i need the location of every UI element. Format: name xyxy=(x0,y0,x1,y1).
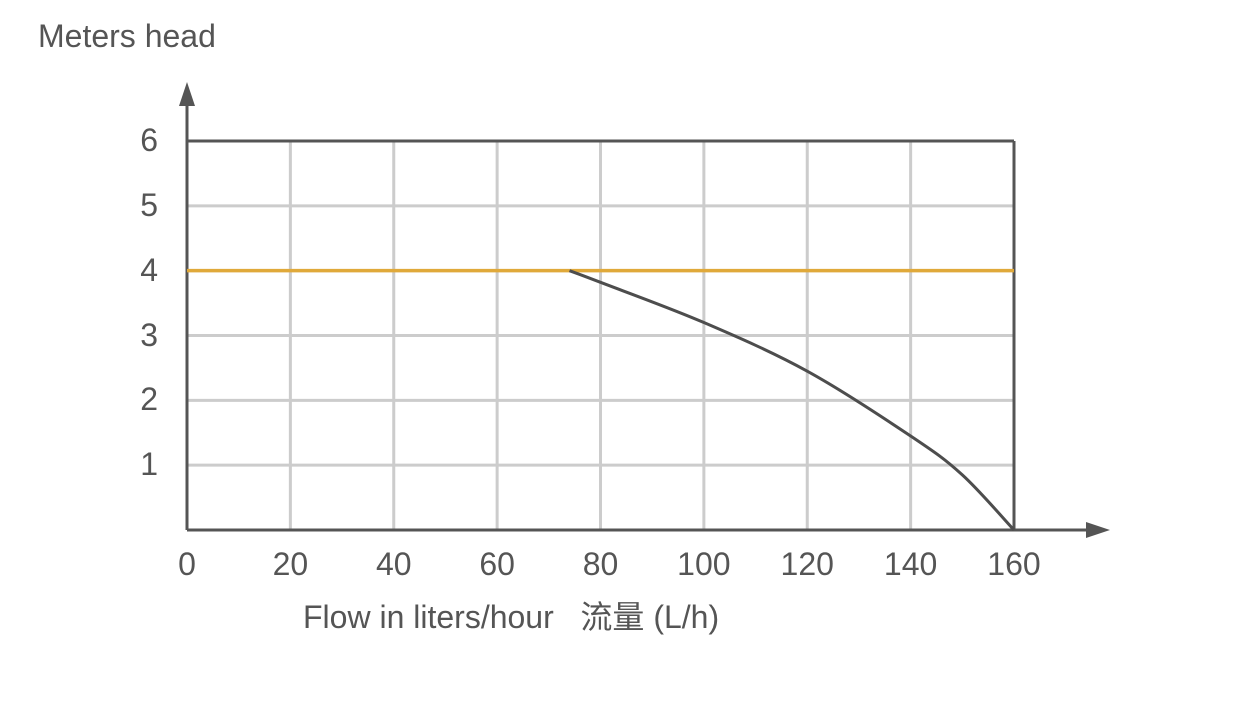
x-tick-label: 40 xyxy=(375,546,412,582)
y-axis-arrow-icon xyxy=(179,82,195,106)
x-tick-label: 120 xyxy=(780,546,834,582)
x-tick-label: 160 xyxy=(987,546,1041,582)
y-tick-label: 2 xyxy=(140,381,158,418)
x-tick-label: 100 xyxy=(677,546,731,582)
y-axis-title: Meters head xyxy=(38,18,216,54)
x-tick-label: 140 xyxy=(883,546,938,582)
x-tick-label: 80 xyxy=(582,546,619,582)
x-axis-arrow-icon xyxy=(1086,522,1110,538)
y-tick-label: 4 xyxy=(140,251,158,288)
y-tick-label: 5 xyxy=(140,186,158,223)
y-tick-label: 6 xyxy=(140,122,158,158)
y-tick-label: 3 xyxy=(140,316,158,353)
series-curve-1 xyxy=(568,269,1016,532)
y-tick-label: 1 xyxy=(140,446,158,483)
x-tick-label: 20 xyxy=(272,546,309,582)
x-tick-label: 60 xyxy=(479,546,515,582)
x-axis-title: Flow in liters/hour 流量 (L/h) xyxy=(303,599,720,635)
x-tick-label: 0 xyxy=(178,546,196,582)
